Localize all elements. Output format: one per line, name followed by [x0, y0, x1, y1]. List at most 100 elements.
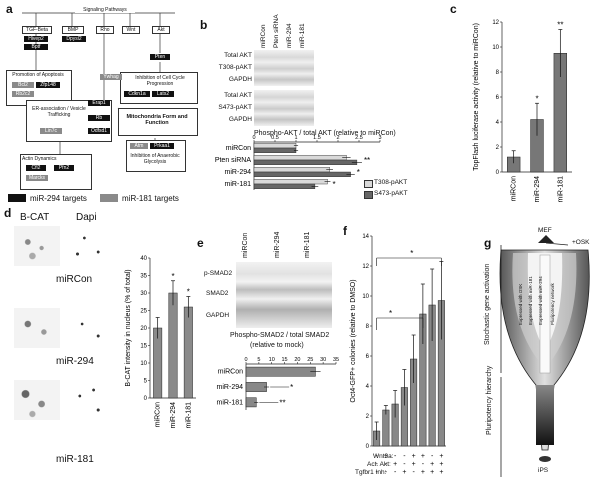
- x-tick-label: 2.5: [355, 135, 363, 141]
- actin-label: Actin Dynamics: [22, 156, 57, 162]
- condition-mark: +: [384, 453, 388, 460]
- y-tick-label: 40: [140, 256, 147, 262]
- pathway-akt: Akt: [152, 26, 170, 34]
- gene-pten: Pten: [150, 54, 170, 60]
- x-tick-label: 25: [307, 357, 313, 363]
- bar: [245, 366, 316, 377]
- panel-e-blot-label-0: p-SMAD2: [204, 270, 233, 277]
- y-axis-label: TopFlash luciferase activity (relative t…: [473, 23, 480, 171]
- significance-mark: **: [364, 156, 370, 165]
- img-mir294-bcat: [14, 308, 60, 348]
- pathway-bmp: BMP: [62, 26, 84, 34]
- panel-g-osk: +OSK: [572, 239, 590, 246]
- y-tick-label: 35: [140, 274, 147, 280]
- panel-b-blot-label-2: GAPDH: [228, 76, 252, 83]
- condition-mark: +: [439, 469, 443, 476]
- panel-d: B-CAT Dapi miRCon miR-294 miR-181: [0, 210, 200, 475]
- x-tick-label: 0: [244, 357, 247, 363]
- panel-b: miRCon Pten siRNA miR-294 miR-181 Total …: [200, 10, 450, 210]
- bar: [253, 159, 358, 166]
- condition-mark: -: [431, 453, 434, 460]
- significance-mark: **: [557, 21, 563, 30]
- condition-mark: -: [375, 453, 378, 460]
- significance-mark: *: [357, 168, 360, 177]
- condition-mark: +: [412, 453, 416, 460]
- bar: [253, 178, 328, 185]
- panel-f: Wnt3a: Act. Akt: Tgfbr1 Inh:: [345, 225, 485, 476]
- x-tick-label: 0.5: [271, 135, 279, 141]
- bar: [253, 166, 330, 173]
- x-tick-label: 35: [333, 357, 339, 363]
- x-tick-label: 1.5: [313, 135, 321, 141]
- condition-mark: -: [422, 461, 425, 468]
- condition-mark: +: [393, 461, 397, 468]
- row-label-mir181: miR-181: [56, 454, 94, 465]
- stain-bcat: B-CAT: [20, 212, 50, 223]
- bar: [253, 142, 297, 149]
- glycolysis-label: Inhibition of Anaerobic Glycolysis: [130, 153, 180, 165]
- condition-mark: -: [403, 453, 406, 460]
- gene-pfn2: Pfn2: [54, 165, 74, 171]
- gene-erap1: Erap1: [88, 100, 110, 106]
- panel-label-a: a: [6, 2, 13, 16]
- x-tick-label: 15: [282, 357, 288, 363]
- img-mir294-dapi: [66, 308, 112, 348]
- condition-mark: +: [430, 469, 434, 476]
- legend-181-swatch: [100, 194, 118, 202]
- x-tick-label: 10: [269, 357, 275, 363]
- gene-bptf: Bptf: [24, 44, 48, 50]
- condition-mark: -: [412, 469, 415, 476]
- panel-b-legend-1: S473-pAKT: [374, 190, 408, 197]
- panel-b-blot-label-4: S473-pAKT: [218, 104, 252, 111]
- mito-label: Mitochondria Form and Function: [126, 114, 188, 126]
- panel-b-legend-swatch-1: [364, 191, 373, 199]
- y-tick-label: 8: [496, 70, 500, 76]
- panel-b-chart-title: Phospho-AKT / total AKT (relative to miR…: [254, 130, 396, 137]
- gene-hivep2: Hivep2: [24, 36, 48, 42]
- y-tick-label: 0: [496, 170, 500, 176]
- x-tick-label: 30: [320, 357, 326, 363]
- category-label: miRCon: [155, 402, 162, 427]
- signaling-pathways-title: Signaling Pathways: [75, 7, 135, 13]
- y-tick-label: 6: [496, 95, 500, 101]
- gene-odfsd1: Odfsd1: [88, 128, 110, 134]
- panel-label-e: e: [197, 236, 204, 250]
- panel-f-row-akt: Act. Akt:: [367, 461, 391, 468]
- y-tick-label: 15: [140, 344, 147, 350]
- panel-e-chart-subtitle: (relative to mock): [250, 342, 304, 349]
- bar: [168, 292, 178, 399]
- significance-mark: *: [332, 180, 335, 189]
- condition-mark: +: [402, 469, 406, 476]
- gene-rb: Rb: [88, 115, 110, 121]
- panel-e: miRCon miR-294 miR-181 p-SMAD2 SMAD2 GAP…: [200, 230, 345, 475]
- panel-b-blot-label-1: T308-pAKT: [218, 64, 252, 71]
- panel-b-legend-swatch-0: [364, 180, 373, 188]
- y-tick-label: 0: [366, 444, 370, 450]
- panel-label-g: g: [484, 236, 492, 250]
- panel-label-c: c: [450, 2, 457, 16]
- panel-e-blot-label-2: GAPDH: [206, 312, 230, 319]
- condition-mark: +: [439, 461, 443, 468]
- y-tick-label: 12: [492, 20, 499, 26]
- category-label: miRCon: [218, 369, 243, 376]
- bar: [253, 154, 347, 161]
- y-tick-label: 20: [140, 326, 147, 332]
- y-tick-label: 0: [144, 396, 148, 402]
- panel-a-diagram: Signaling Pathways TGF-Beta BMP Rho Wnt …: [0, 0, 200, 205]
- y-tick-label: 2: [496, 145, 500, 151]
- img-mircon-dapi: [66, 226, 112, 266]
- condition-mark: +: [430, 461, 434, 468]
- bar: [253, 147, 297, 154]
- legend-294-label: miR-294 targets: [30, 194, 87, 203]
- gene-lin7c: Lin7c: [40, 128, 62, 134]
- x-tick-label: 1: [294, 135, 297, 141]
- panel-b-legend-0: T308-pAKT: [374, 179, 408, 186]
- x-tick-label: 20: [294, 357, 300, 363]
- panel-g-ips: iPS: [538, 467, 549, 474]
- gene-cdkn1a: Cdkn1a: [124, 91, 150, 97]
- category-label: Pten siRNA: [215, 157, 252, 164]
- condition-mark: -: [385, 461, 388, 468]
- y-tick-label: 10: [362, 294, 369, 300]
- gene-bcl2: Bcl2: [12, 82, 34, 88]
